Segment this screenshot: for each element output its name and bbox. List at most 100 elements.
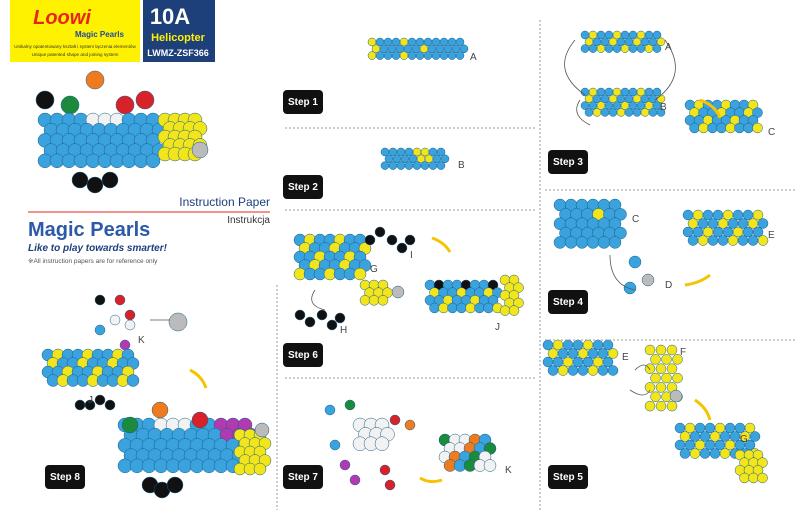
bead bbox=[339, 459, 351, 471]
bead bbox=[597, 365, 609, 376]
bead bbox=[375, 51, 385, 60]
bead bbox=[166, 476, 184, 494]
part-label: J bbox=[495, 322, 500, 333]
bead bbox=[359, 295, 371, 306]
bead bbox=[652, 87, 662, 97]
part-label: A bbox=[470, 52, 477, 63]
bead bbox=[388, 161, 398, 170]
arrow bbox=[419, 476, 443, 484]
bead bbox=[428, 161, 438, 170]
bead bbox=[699, 448, 711, 459]
bead bbox=[456, 302, 467, 314]
bead bbox=[752, 122, 763, 134]
bead bbox=[628, 44, 638, 53]
bead bbox=[757, 472, 768, 484]
bead bbox=[719, 448, 731, 459]
bead bbox=[374, 226, 386, 238]
step-label: Step 7 bbox=[288, 472, 318, 483]
bead bbox=[757, 218, 769, 229]
guide-line bbox=[629, 364, 651, 396]
bead bbox=[689, 448, 701, 459]
bead bbox=[652, 44, 662, 53]
brand: Magic Pearls bbox=[75, 30, 124, 39]
bead bbox=[650, 372, 661, 384]
bead bbox=[168, 312, 188, 332]
bead bbox=[344, 399, 356, 411]
bead bbox=[114, 294, 126, 306]
step-badge bbox=[548, 290, 588, 314]
bead bbox=[115, 95, 135, 115]
bead bbox=[666, 363, 678, 374]
bead bbox=[404, 419, 416, 431]
arrow bbox=[684, 273, 711, 287]
bead bbox=[60, 95, 80, 115]
bead bbox=[727, 235, 739, 246]
bead bbox=[254, 422, 270, 438]
bead bbox=[386, 234, 398, 246]
part-label: K bbox=[138, 335, 145, 346]
part-label: B bbox=[660, 102, 667, 113]
bead bbox=[423, 51, 433, 60]
bead bbox=[608, 198, 622, 212]
bead bbox=[121, 416, 139, 434]
bead bbox=[415, 51, 425, 60]
step-labels: Step 1 Step 2 Step 3 Step 4 Step 5 Step 6 Step… bbox=[45, 90, 588, 489]
bead bbox=[575, 236, 589, 249]
arrow bbox=[699, 98, 722, 119]
arrow bbox=[189, 368, 208, 389]
step-badge bbox=[45, 465, 85, 489]
bead bbox=[447, 51, 457, 60]
bead bbox=[644, 400, 656, 412]
bead bbox=[698, 122, 709, 134]
bead bbox=[620, 44, 630, 53]
part-label: E bbox=[622, 352, 629, 363]
bead bbox=[600, 108, 610, 117]
step-label: Step 5 bbox=[553, 472, 583, 483]
bead bbox=[145, 153, 161, 169]
bead bbox=[666, 400, 678, 412]
bead bbox=[383, 51, 393, 60]
bead bbox=[577, 365, 589, 376]
bead bbox=[604, 44, 614, 53]
instruction-pl: Instrukcja bbox=[227, 215, 270, 226]
bead bbox=[334, 312, 346, 324]
bead-illustrations bbox=[35, 30, 769, 499]
bead bbox=[655, 382, 667, 393]
bead bbox=[641, 273, 655, 287]
bead bbox=[588, 44, 598, 53]
bead bbox=[607, 365, 619, 376]
bead bbox=[672, 354, 683, 365]
step-badge bbox=[283, 343, 323, 367]
part-label: F bbox=[680, 347, 686, 358]
bead bbox=[126, 374, 140, 387]
part-label: H bbox=[340, 325, 347, 336]
bead bbox=[666, 344, 678, 356]
bead bbox=[608, 108, 618, 117]
bead bbox=[661, 372, 672, 384]
model-box bbox=[143, 0, 215, 62]
step-badge bbox=[283, 175, 323, 199]
bead bbox=[436, 147, 446, 157]
bead bbox=[391, 51, 401, 60]
bead bbox=[429, 302, 440, 314]
part-label: E bbox=[768, 230, 775, 241]
bead bbox=[602, 356, 614, 368]
bead bbox=[547, 365, 559, 376]
bead bbox=[747, 235, 759, 246]
step-label: Step 4 bbox=[553, 297, 583, 308]
tagline-en: Unique patented shape and joining system bbox=[32, 52, 119, 57]
bead bbox=[655, 400, 667, 412]
guide-line bbox=[609, 254, 636, 291]
bead bbox=[483, 459, 497, 472]
bead bbox=[104, 399, 116, 411]
bead bbox=[191, 141, 209, 159]
bead bbox=[557, 365, 569, 376]
step-badge bbox=[283, 90, 323, 114]
bead bbox=[412, 161, 422, 170]
bead bbox=[396, 161, 406, 170]
bead bbox=[644, 382, 656, 393]
bead bbox=[151, 401, 169, 419]
bead bbox=[431, 51, 441, 60]
bead bbox=[596, 44, 606, 53]
model: 10A bbox=[150, 4, 190, 29]
